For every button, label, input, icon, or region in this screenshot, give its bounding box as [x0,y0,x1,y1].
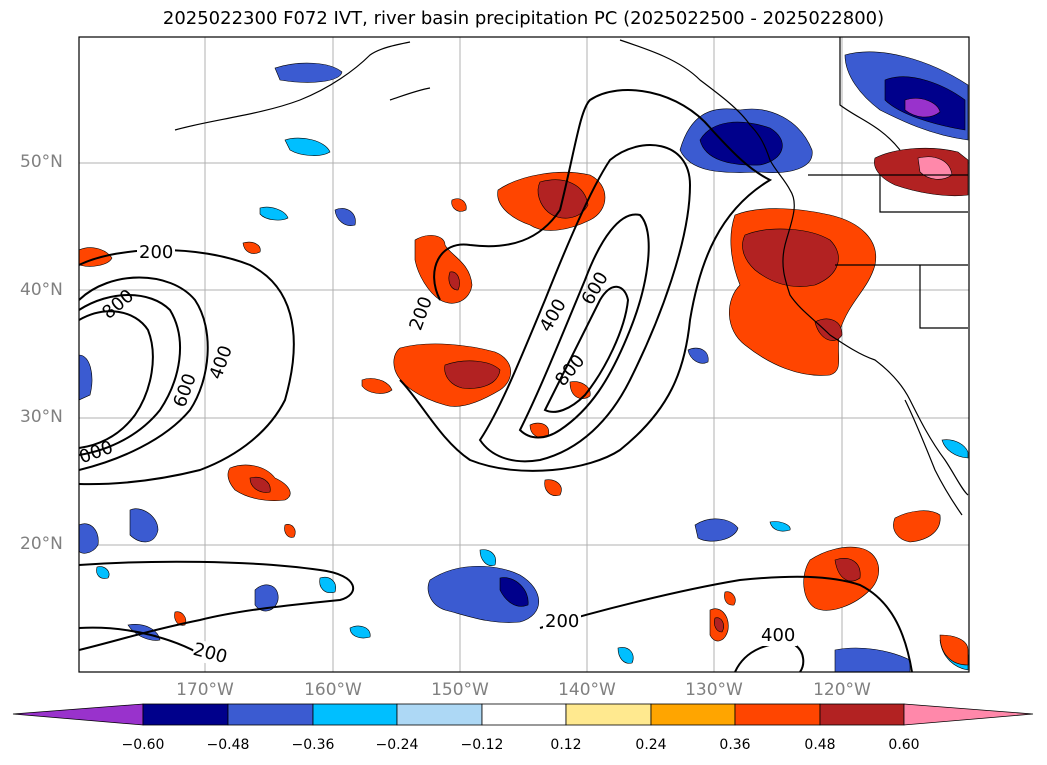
lon-label: 130°W [685,680,743,700]
colorbar-tick: −0.12 [460,737,504,753]
colorbar-swatch [903,703,1034,726]
colorbar-swatch [12,703,144,726]
colorbar-swatch [734,703,821,726]
colorbar-swatch [650,703,736,726]
lon-label: 160°W [304,680,362,700]
colorbar-tick: −0.48 [206,737,250,753]
colorbar-swatch [565,703,652,726]
coastlines [174,37,969,516]
colorbar-swatch [396,703,483,726]
colorbar-tick: 0.36 [719,737,751,753]
colorbar-swatch [142,703,229,726]
lon-label: 170°W [176,680,234,700]
lat-label: 50°N [20,152,63,172]
colorbar-tick: −0.24 [375,737,419,753]
lat-label: 40°N [20,280,63,300]
colorbar-swatch [312,703,398,726]
colorbar [12,703,1034,726]
colorbar-swatch [481,703,567,726]
contour-label: 200 [543,611,582,632]
ivt-contours [79,89,913,672]
map-plot-area [79,37,969,672]
colorbar-tick: 0.24 [635,737,667,753]
plot-frame [78,36,970,673]
lon-label: 140°W [558,680,616,700]
colorbar-tick: 0.60 [888,737,920,753]
colorbar-swatch [227,703,314,726]
colorbar-tick: −0.60 [121,737,165,753]
map-title: 2025022300 F072 IVT, river basin precipi… [162,8,885,29]
precip-positive-regions [79,147,969,666]
contour-label: 400 [759,625,798,646]
lon-label: 150°W [431,680,489,700]
lat-label: 30°N [20,407,63,427]
colorbar-tick: −0.36 [291,737,335,753]
contour-label: 200 [137,242,176,263]
colorbar-swatch [819,703,905,726]
lon-label: 120°W [813,680,871,700]
colorbar-tick: 0.48 [804,737,836,753]
lat-label: 20°N [20,534,63,554]
colorbar-tick: 0.12 [550,737,582,753]
precip-negative-regions [79,51,969,672]
